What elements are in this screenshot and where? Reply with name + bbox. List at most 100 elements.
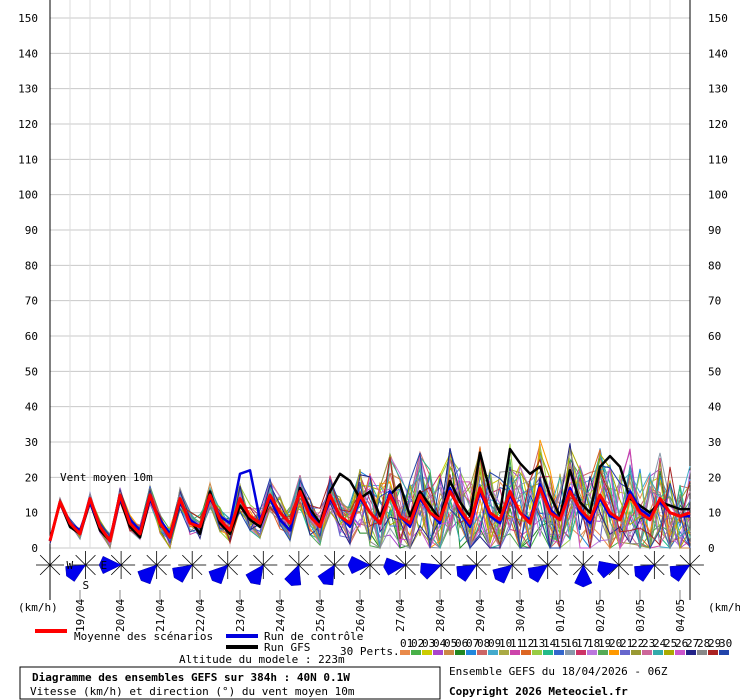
perturbation-number: 14: [543, 637, 557, 650]
wind-direction-wedge: [347, 555, 371, 575]
wind-rose: [456, 551, 491, 582]
perturbation-legend: 0102030405060708091011121314151617181920…: [400, 637, 732, 655]
perturbation-number: 28: [697, 637, 710, 650]
perturbation-number: 17: [576, 637, 589, 650]
rose-spoke: [182, 554, 193, 566]
y-tick-label-left: 70: [25, 295, 38, 308]
perturbation-number: 26: [675, 637, 688, 650]
chart-subtitle: Vitesse (km/h) et direction (°) du vent …: [30, 685, 355, 698]
perturbation-swatch: [686, 650, 696, 655]
x-date-label: 21/04: [154, 599, 167, 632]
wind-rose: [284, 551, 313, 586]
perturbation-number: 16: [565, 637, 578, 650]
rose-spoke: [537, 554, 548, 566]
x-date-label: 19/04: [74, 599, 87, 632]
wind-direction-wedge: [98, 555, 122, 575]
perturbation-number: 02: [411, 637, 424, 650]
y-tick-label-right: 20: [708, 471, 721, 484]
rose-spoke: [191, 554, 203, 566]
y-tick-label-right: 0: [708, 542, 715, 555]
rose-spoke: [476, 554, 487, 566]
perturbation-swatch: [455, 650, 465, 655]
rose-spoke: [191, 564, 203, 576]
rose-spoke: [156, 564, 167, 576]
rose-spoke: [85, 564, 96, 576]
rose-spoke: [120, 554, 132, 566]
y-unit-left: (km/h): [18, 601, 58, 614]
rose-spoke: [466, 554, 477, 566]
rose-spoke: [253, 554, 264, 566]
y-tick-label-left: 120: [18, 118, 38, 131]
y-tick-label-left: 60: [25, 330, 38, 343]
perturbation-swatch: [653, 650, 663, 655]
perturbation-number: 12: [521, 637, 534, 650]
perturbation-swatch: [499, 650, 509, 655]
perturbation-swatch: [543, 650, 553, 655]
rose-spoke: [430, 554, 442, 566]
wind-rose: [527, 551, 562, 583]
rose-spoke: [608, 554, 620, 566]
perturbation-swatch: [532, 650, 542, 655]
wind-direction-wedge: [420, 562, 442, 580]
perturbation-swatch: [576, 650, 586, 655]
series-line: [48, 486, 691, 543]
wind-rose: [634, 551, 669, 582]
compass-label-s: S: [83, 579, 90, 592]
legend-mean-label: Moyenne des scénarios: [74, 630, 213, 643]
perturbation-number: 03: [422, 637, 435, 650]
perturbation-number: 27: [686, 637, 699, 650]
wind-direction-wedge: [137, 564, 158, 585]
rose-spoke: [369, 554, 381, 566]
copyright: Copyright 2026 Meteociel.fr: [449, 685, 628, 698]
rose-spoke: [39, 554, 51, 566]
y-tick-label-right: 10: [708, 507, 721, 520]
rose-spoke: [618, 554, 629, 566]
perturbation-swatch: [708, 650, 718, 655]
perturbation-number: 20: [609, 637, 622, 650]
rose-spoke: [110, 554, 122, 566]
y-tick-label-left: 90: [25, 224, 38, 237]
perturbation-swatch: [422, 650, 432, 655]
y-tick-label-left: 30: [25, 436, 38, 449]
x-date-label: 30/04: [514, 599, 527, 632]
rose-spoke: [359, 564, 371, 576]
perturbation-swatch: [411, 650, 421, 655]
y-tick-label-left: 80: [25, 259, 38, 272]
wind-rose: [65, 551, 100, 582]
wind-rose: [317, 551, 349, 586]
rose-spoke: [324, 554, 335, 566]
wind-rose: [492, 551, 527, 584]
perturbation-swatch: [521, 650, 531, 655]
perturbation-swatch: [565, 650, 575, 655]
y-axis-ticks: 0 0 10 10 20 20 30 30 40 40 50 50 60 60 70 70 80 80 90 90 10…: [18, 12, 728, 555]
wind-rose: [172, 551, 207, 583]
wind-direction-roses: W ES: [36, 551, 704, 592]
y-tick-label-right: 50: [708, 365, 721, 378]
perturbation-number: 24: [653, 637, 667, 650]
wind-direction-wedge: [383, 557, 407, 576]
legend-control-label: Run de contrôle: [264, 630, 363, 643]
rose-spoke: [298, 554, 310, 566]
perturbation-swatch: [433, 650, 443, 655]
y-tick-label-left: 100: [18, 189, 38, 202]
rose-spoke: [120, 564, 132, 576]
y-tick-label-right: 40: [708, 401, 721, 414]
perturbation-line: [49, 455, 691, 550]
perturbation-number: 13: [532, 637, 545, 650]
rose-spoke: [679, 554, 691, 566]
rose-spoke: [227, 564, 238, 576]
rose-spoke: [39, 564, 51, 576]
y-tick-label-left: 10: [25, 507, 38, 520]
rose-spoke: [618, 564, 629, 576]
rose-spoke: [644, 554, 655, 566]
y-tick-label-right: 100: [708, 189, 728, 202]
perturbation-number: 21: [620, 637, 633, 650]
rose-spoke: [263, 564, 274, 576]
x-date-label: 26/04: [354, 599, 367, 632]
perturbation-swatch: [631, 650, 641, 655]
perturbation-swatch: [400, 650, 410, 655]
rose-spoke: [689, 554, 701, 566]
y-tick-label-right: 130: [708, 83, 728, 96]
wind-direction-wedge: [456, 564, 478, 582]
